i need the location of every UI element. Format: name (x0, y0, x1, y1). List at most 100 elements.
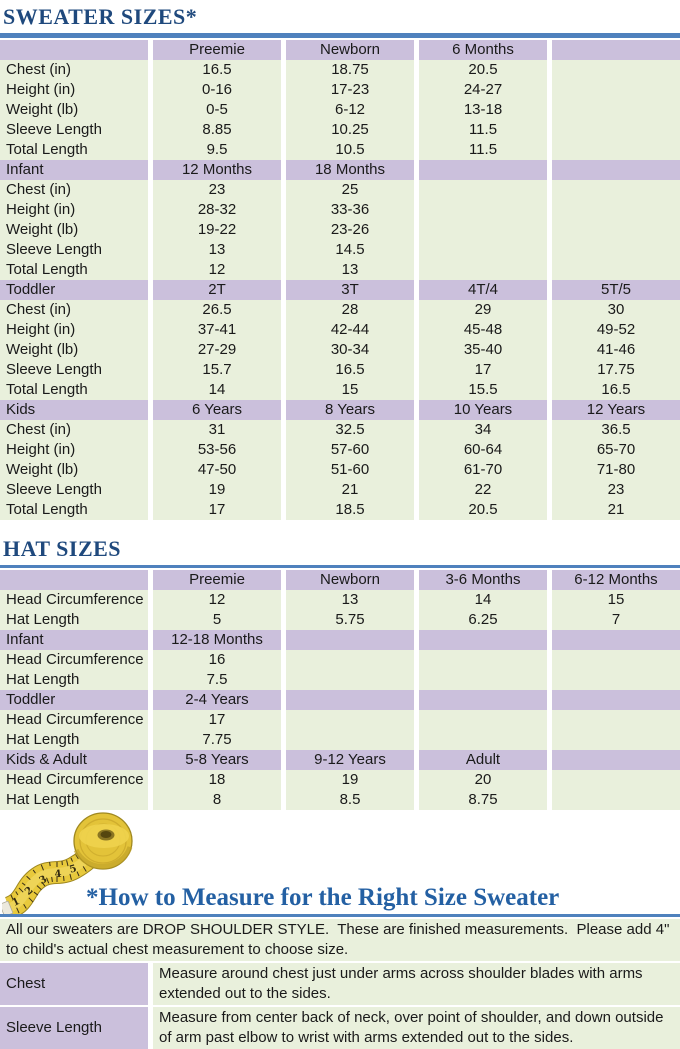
column-header-cell: 12-18 Months (153, 630, 281, 650)
row-label-cell: Head Circumference (0, 710, 148, 730)
value-cell: 41-46 (552, 340, 680, 360)
measure-heading: *How to Measure for the Right Size Sweat… (86, 883, 559, 913)
value-cell: 7.75 (153, 730, 281, 750)
title-rule (0, 33, 680, 38)
row-label-cell: Height (in) (0, 200, 148, 220)
column-header-cell: 3-6 Months (419, 570, 547, 590)
value-cell (552, 140, 680, 160)
row-label-cell: Height (in) (0, 320, 148, 340)
column-header-cell (286, 690, 414, 710)
row-label-cell: Chest (in) (0, 300, 148, 320)
row-label-cell: Hat Length (0, 610, 148, 630)
notes-intro: All our sweaters are DROP SHOULDER STYLE… (0, 919, 680, 961)
row-label-cell: Height (in) (0, 80, 148, 100)
value-cell: 13 (153, 240, 281, 260)
row-label-cell: Sleeve Length (0, 480, 148, 500)
row-label-cell: Head Circumference (0, 590, 148, 610)
row-label-cell: Sleeve Length (0, 240, 148, 260)
value-cell (419, 220, 547, 240)
value-cell (552, 730, 680, 750)
value-cell (552, 240, 680, 260)
column-header-cell (552, 160, 680, 180)
section-label-cell: Kids (0, 400, 148, 420)
value-cell: 34 (419, 420, 547, 440)
column-header-cell: 3T (286, 280, 414, 300)
value-cell: 36.5 (552, 420, 680, 440)
value-cell: 16.5 (552, 380, 680, 400)
svg-text:4: 4 (54, 869, 62, 881)
value-cell (419, 710, 547, 730)
row-label-cell: Hat Length (0, 730, 148, 750)
value-cell (552, 710, 680, 730)
column-header-cell: Adult (419, 750, 547, 770)
column-header-cell (552, 690, 680, 710)
value-cell: 6.25 (419, 610, 547, 630)
value-cell (286, 650, 414, 670)
value-cell: 15 (286, 380, 414, 400)
note-text-cell: Measure around chest just under arms acr… (153, 963, 680, 1005)
value-cell: 23-26 (286, 220, 414, 240)
value-cell: 8.85 (153, 120, 281, 140)
value-cell: 37-41 (153, 320, 281, 340)
value-cell: 10.25 (286, 120, 414, 140)
note-label-cell: Chest (0, 963, 148, 1005)
measure-header-section: 1 2 3 4 5 6 *How to Measure for the Righ… (0, 810, 680, 914)
value-cell: 21 (552, 500, 680, 520)
value-cell: 14 (153, 380, 281, 400)
value-cell: 12 (153, 590, 281, 610)
value-cell: 28 (286, 300, 414, 320)
row-label-cell: Total Length (0, 500, 148, 520)
value-cell: 8.75 (419, 790, 547, 810)
value-cell: 16.5 (153, 60, 281, 80)
value-cell: 13 (286, 260, 414, 280)
value-cell: 5 (153, 610, 281, 630)
value-cell: 35-40 (419, 340, 547, 360)
heading-rule (0, 914, 680, 917)
value-cell: 5.75 (286, 610, 414, 630)
value-cell: 16.5 (286, 360, 414, 380)
value-cell: 19-22 (153, 220, 281, 240)
value-cell: 42-44 (286, 320, 414, 340)
column-header-cell (552, 40, 680, 60)
row-label-cell: Chest (in) (0, 180, 148, 200)
column-header-cell: 9-12 Years (286, 750, 414, 770)
value-cell: 60-64 (419, 440, 547, 460)
row-label-cell: Total Length (0, 380, 148, 400)
column-header-cell: Newborn (286, 570, 414, 590)
column-header-cell: 5T/5 (552, 280, 680, 300)
column-header-cell: Newborn (286, 40, 414, 60)
value-cell: 19 (286, 770, 414, 790)
row-label-cell: Total Length (0, 260, 148, 280)
value-cell: 65-70 (552, 440, 680, 460)
value-cell (419, 650, 547, 670)
value-cell: 15.5 (419, 380, 547, 400)
section-label-cell (0, 570, 148, 590)
value-cell (286, 670, 414, 690)
title-rule (0, 565, 680, 568)
column-header-cell (552, 750, 680, 770)
value-cell: 17 (419, 360, 547, 380)
value-cell (552, 220, 680, 240)
value-cell: 32.5 (286, 420, 414, 440)
value-cell: 18 (153, 770, 281, 790)
section-label-cell: Infant (0, 160, 148, 180)
value-cell (552, 770, 680, 790)
column-header-cell (419, 690, 547, 710)
value-cell: 21 (286, 480, 414, 500)
value-cell (286, 710, 414, 730)
value-cell: 20.5 (419, 60, 547, 80)
section-label-cell: Kids & Adult (0, 750, 148, 770)
value-cell: 17 (153, 710, 281, 730)
value-cell: 7.5 (153, 670, 281, 690)
value-cell: 13 (286, 590, 414, 610)
value-cell: 47-50 (153, 460, 281, 480)
column-header-cell (552, 630, 680, 650)
value-cell: 57-60 (286, 440, 414, 460)
section-label-cell (0, 40, 148, 60)
value-cell (552, 650, 680, 670)
row-label-cell: Hat Length (0, 790, 148, 810)
value-cell (552, 60, 680, 80)
column-header-cell: 2-4 Years (153, 690, 281, 710)
